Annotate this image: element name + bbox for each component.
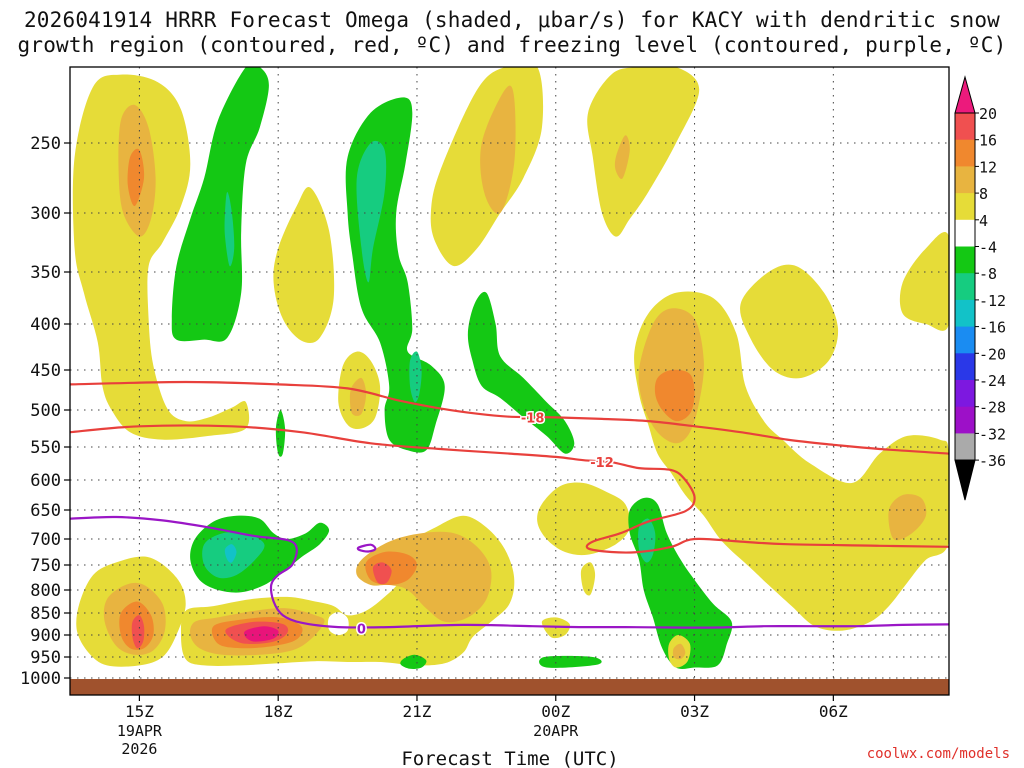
colorbar-band--12 xyxy=(955,273,975,301)
contour-freezing-level-0 xyxy=(70,515,949,629)
omega-region-mid-teal-1 xyxy=(409,351,422,403)
x-tick-label-03Z: 03Z xyxy=(680,702,709,721)
colorbar-label-20: 20 xyxy=(979,105,997,123)
colorbar-label--32: -32 xyxy=(979,425,1006,443)
chart-title-line-2: growth region (contoured, red, ºC) and f… xyxy=(17,33,1007,57)
y-tick-label-650: 650 xyxy=(30,501,61,521)
contour-temp-minus-18 xyxy=(70,380,949,455)
plot-frame xyxy=(69,66,950,696)
omega-region-right-yellow-2 xyxy=(740,264,839,379)
y-tick-label-600: 600 xyxy=(30,471,61,491)
y-tick-label-450: 450 xyxy=(30,361,61,381)
colorbar-label--20: -20 xyxy=(979,345,1006,363)
omega-region-low-orange-7 xyxy=(672,643,686,660)
colorbar-band--16 xyxy=(955,299,975,328)
omega-region-low-magenta-1 xyxy=(244,626,279,642)
credit-label: coolwx.com/models xyxy=(866,746,1010,762)
y-tick-label-700: 700 xyxy=(30,530,61,550)
x-tick-year: 2026 xyxy=(121,740,157,758)
ground-surface xyxy=(70,679,949,695)
omega-region-upper-teal-1 xyxy=(224,192,235,267)
chart-title-line-1: 2026041914 HRRR Forecast Omega (shaded, … xyxy=(23,8,1001,32)
omega-region-upper-teal-2 xyxy=(356,140,387,283)
y-tick-label-400: 400 xyxy=(30,315,61,335)
colorbar-band-16 xyxy=(955,113,975,141)
colorbar-band--4 xyxy=(955,219,975,247)
colorbar-label--16: -16 xyxy=(979,319,1006,337)
colorbar-label--4: -4 xyxy=(979,239,997,257)
x-tick-date-19APR: 19APR xyxy=(117,722,163,740)
colorbar-band--32 xyxy=(955,406,975,434)
x-tick-date-20APR: 20APR xyxy=(533,722,579,740)
colorbar-label--36: -36 xyxy=(979,452,1006,470)
y-tick-label-800: 800 xyxy=(30,581,61,601)
colorbar-label--24: -24 xyxy=(979,372,1006,390)
x-axis-label: Forecast Time (UTC) xyxy=(401,748,618,768)
y-axis: 2503003504004505005506006507007508008509… xyxy=(20,134,70,689)
y-tick-label-950: 950 xyxy=(30,648,61,668)
contour-label-freezing-level-0: 0 xyxy=(357,622,366,637)
colorbar-label-16: 16 xyxy=(979,132,997,150)
omega-region-right-orange-2 xyxy=(654,369,695,422)
x-tick-label-00Z: 00Z xyxy=(541,702,570,721)
colorbar-band-8 xyxy=(955,166,975,194)
colorbar-label-4: 4 xyxy=(979,212,988,230)
y-tick-label-300: 300 xyxy=(30,204,61,224)
contour-label-temp-minus-12: -12 xyxy=(590,456,614,471)
omega-region-upper-orange-2 xyxy=(127,148,145,207)
ground-strip xyxy=(70,679,949,695)
omega-region-low-red-1 xyxy=(131,615,145,649)
omega-region-upper-yellow-1 xyxy=(72,74,250,440)
y-tick-label-350: 350 xyxy=(30,263,61,283)
omega-region-low-red-3 xyxy=(372,562,392,585)
omega-region-right-orange-3 xyxy=(888,494,927,541)
x-tick-label-18Z: 18Z xyxy=(264,702,293,721)
contour-label-temp-minus-18: -18 xyxy=(521,411,545,426)
colorbar: 20 16 12 8 4 -4 -8 -12 -16 -20 -24 -28 -32 -36 xyxy=(954,75,1006,501)
y-tick-label-750: 750 xyxy=(30,556,61,576)
colorbar-band--8 xyxy=(955,246,975,274)
x-tick-label-21Z: 21Z xyxy=(403,702,432,721)
colorbar-band-4 xyxy=(955,193,975,221)
omega-region-upper-yellow-4 xyxy=(587,67,700,237)
y-tick-label-550: 550 xyxy=(30,438,61,458)
omega-region-low-green-3 xyxy=(400,654,427,670)
y-tick-label-850: 850 xyxy=(30,604,61,624)
colorbar-band--28 xyxy=(955,380,975,408)
colorbar-top-arrow xyxy=(954,75,976,114)
omega-region-right-yellow-3 xyxy=(899,232,949,331)
omega-region-low-blue-1 xyxy=(224,544,237,563)
contour-freezing-level-ring xyxy=(356,543,377,553)
y-tick-label-250: 250 xyxy=(30,134,61,154)
omega-region-lowmid-yellow-2 xyxy=(580,562,596,596)
contour-temp-minus-12 xyxy=(70,424,949,554)
y-tick-label-500: 500 xyxy=(30,401,61,421)
omega-region-mid-green-1 xyxy=(467,291,575,454)
omega-region-low-green-4 xyxy=(539,655,602,668)
colorbar-band-12 xyxy=(955,139,975,167)
colorbar-frame xyxy=(954,112,976,461)
colorbar-band--24 xyxy=(955,353,975,381)
omega-region-low-hole-1 xyxy=(327,612,349,636)
colorbar-label-12: 12 xyxy=(979,158,997,176)
x-tick-label-06Z: 06Z xyxy=(819,702,848,721)
x-tick-label-15Z: 15Z xyxy=(125,702,154,721)
colorbar-band--20 xyxy=(955,326,975,354)
y-tick-label-900: 900 xyxy=(30,626,61,646)
omega-region-upper-green-1 xyxy=(171,67,269,342)
colorbar-bottom-arrow xyxy=(954,459,976,501)
colorbar-label-8: 8 xyxy=(979,185,988,203)
colorbar-label--8: -8 xyxy=(979,265,997,283)
omega-region-upper-orange-3 xyxy=(480,85,516,214)
temperature-contours: -18 -12 0 xyxy=(70,380,949,639)
colorbar-label--28: -28 xyxy=(979,399,1006,417)
colorbar-label--12: -12 xyxy=(979,292,1006,310)
omega-region-mid-orange-1 xyxy=(349,377,367,416)
omega-region-upper-orange-4 xyxy=(614,135,630,179)
colorbar-band--36 xyxy=(955,433,975,461)
omega-region-upper-yellow-2 xyxy=(273,186,335,344)
y-tick-label-1000: 1000 xyxy=(20,669,61,689)
